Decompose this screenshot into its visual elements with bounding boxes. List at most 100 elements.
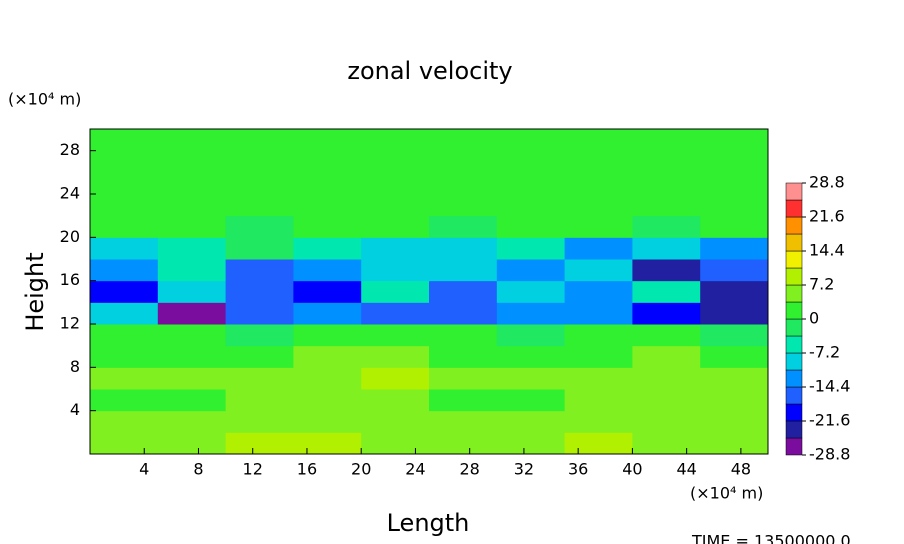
cell [361,215,430,238]
cell [700,150,769,173]
cell [225,410,294,433]
y-tick-label: 20 [60,227,80,246]
cell [496,194,566,217]
cell [90,259,159,282]
cell [361,432,430,455]
x-tick-label: 16 [297,460,317,479]
cell [564,280,633,303]
cell [496,302,566,325]
x-tick-label: 28 [460,460,480,479]
cell [700,237,769,260]
colorbar-swatch [785,386,803,405]
colorbar-swatch [785,233,803,252]
cell [564,324,633,347]
cell [632,172,701,195]
cell [564,302,633,325]
cell [90,432,159,455]
x-tick-label: 20 [351,460,371,479]
colorbar-swatch [785,182,803,201]
cell [496,432,566,455]
colorbar-swatch [785,369,803,388]
cell [564,345,633,368]
cell [429,410,498,433]
cell [700,302,769,325]
cell [157,432,227,455]
x-unit-label: (×10⁴ m) [690,484,763,503]
x-axis-title: Length [387,509,470,537]
cell [90,237,159,260]
cell [293,150,362,173]
cell [157,259,227,282]
y-axis-title: Height [21,252,49,331]
cell [564,172,633,195]
cell [157,280,227,303]
colorbar-swatch [785,352,803,371]
colorbar-tick-label: 0 [809,309,819,328]
cell [429,259,498,282]
cell [157,237,227,260]
cell [225,345,294,368]
cell [293,280,362,303]
cell [361,324,430,347]
colorbar-tick-label: -21.6 [809,411,850,430]
cell [632,150,701,173]
cell [700,129,769,152]
cell [157,367,227,390]
x-tick-label: 8 [193,460,203,479]
cell [429,324,498,347]
y-unit-label: (×10⁴ m) [8,90,81,109]
cell [496,129,566,152]
colorbar-swatch [785,284,803,303]
x-tick-label: 40 [622,460,642,479]
y-tick-label: 28 [60,140,80,159]
cell [632,389,701,412]
colorbar-swatch [785,199,803,218]
cell [429,302,498,325]
cell [496,324,566,347]
colorbar-tick-label: 14.4 [809,241,845,260]
cell [361,172,430,195]
cell [90,215,159,238]
cell [225,259,294,282]
cell [225,324,294,347]
cell [429,389,498,412]
cell [429,129,498,152]
colorbar-tick-label: 28.8 [809,173,845,192]
cell [157,172,227,195]
cell [632,215,701,238]
cell [632,432,701,455]
cell [632,237,701,260]
cell [361,150,430,173]
cell [225,150,294,173]
x-tick-label: 24 [405,460,425,479]
cell [632,302,701,325]
cell [496,345,566,368]
cell [700,410,769,433]
cell [496,410,566,433]
cell [632,280,701,303]
colorbar-swatch [785,216,803,235]
cell [700,324,769,347]
colorbar-tick-label: -7.2 [809,343,840,362]
cell [225,432,294,455]
cell [429,150,498,173]
cell [632,194,701,217]
cell [700,259,769,282]
colorbar-swatch [785,318,803,337]
cell [496,389,566,412]
cell [90,324,159,347]
cell [293,129,362,152]
chart-title: zonal velocity [347,57,512,85]
cell [429,280,498,303]
cell [564,215,633,238]
cell [225,172,294,195]
cell [429,237,498,260]
cell [225,237,294,260]
cell [429,172,498,195]
cell [293,410,362,433]
cell [293,259,362,282]
cell [564,194,633,217]
cell [361,280,430,303]
cell [361,345,430,368]
cell [225,389,294,412]
